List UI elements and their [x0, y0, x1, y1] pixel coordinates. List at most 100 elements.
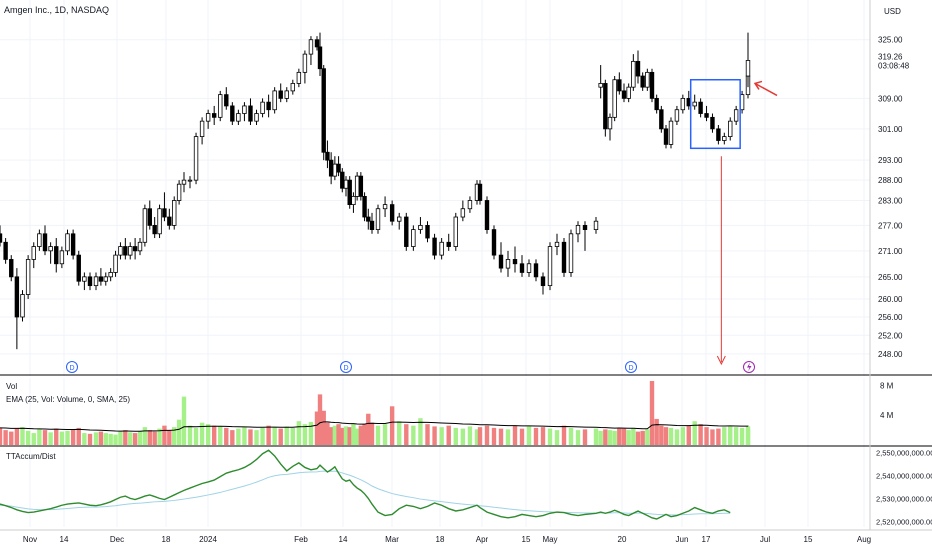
candle[interactable] [446, 241, 451, 247]
candle[interactable] [366, 216, 371, 222]
volume-bar[interactable] [631, 428, 636, 445]
volume-bar[interactable] [218, 426, 223, 445]
volume-bar[interactable] [42, 430, 48, 445]
volume-bar[interactable] [739, 427, 745, 445]
candle[interactable] [659, 109, 664, 130]
volume-bar[interactable] [358, 425, 364, 445]
candle[interactable] [113, 254, 118, 273]
volume-bar[interactable] [54, 428, 59, 445]
candle[interactable] [733, 109, 739, 122]
volume-bar[interactable] [31, 433, 36, 445]
candle[interactable] [42, 233, 48, 252]
candle[interactable] [382, 204, 388, 210]
volume-bar[interactable] [351, 423, 356, 445]
candle[interactable] [0, 233, 3, 243]
volume-bar[interactable] [612, 430, 617, 445]
candle[interactable] [439, 241, 444, 256]
volume-bar[interactable] [477, 427, 483, 445]
volume-bar[interactable] [375, 425, 381, 445]
volume-bar[interactable] [382, 424, 388, 445]
candle[interactable] [612, 79, 617, 118]
candle[interactable] [498, 254, 504, 269]
candle[interactable] [290, 83, 296, 92]
candle[interactable] [354, 175, 360, 197]
volume-bar[interactable] [332, 425, 338, 445]
volume-bar[interactable] [199, 422, 205, 445]
candle[interactable] [328, 159, 334, 177]
volume-bar[interactable] [582, 429, 588, 445]
volume-bar[interactable] [308, 421, 314, 445]
volume-bar[interactable] [722, 427, 727, 445]
volume-bar[interactable] [142, 427, 148, 445]
candle[interactable] [362, 195, 367, 218]
candle[interactable] [181, 179, 187, 185]
candle[interactable] [82, 276, 87, 282]
volume-bar[interactable] [167, 430, 172, 445]
candle[interactable] [533, 263, 539, 278]
candle[interactable] [598, 83, 603, 88]
candle[interactable] [554, 241, 560, 247]
candle[interactable] [484, 200, 490, 230]
candle[interactable] [336, 163, 341, 173]
volume-bar[interactable] [181, 396, 187, 445]
volume-bar[interactable] [369, 422, 375, 445]
candle[interactable] [674, 109, 680, 122]
volume-bar[interactable] [668, 427, 674, 445]
volume-bar[interactable] [439, 427, 444, 445]
candle[interactable] [321, 68, 326, 153]
volume-bar[interactable] [147, 430, 152, 445]
volume-bar[interactable] [93, 432, 99, 445]
candle[interactable] [187, 179, 193, 182]
volume-bar[interactable] [343, 426, 349, 445]
candle[interactable] [9, 259, 14, 278]
candle[interactable] [248, 105, 253, 122]
volume-bar[interactable] [540, 427, 546, 445]
volume-bar[interactable] [716, 428, 721, 445]
candle[interactable] [157, 208, 162, 235]
candle[interactable] [325, 151, 330, 161]
volume-bar[interactable] [474, 429, 480, 445]
candle[interactable] [272, 90, 277, 111]
candle[interactable] [25, 259, 31, 295]
volume-bar[interactable] [25, 430, 31, 445]
candle[interactable] [631, 60, 636, 88]
volume-bar[interactable] [411, 425, 416, 445]
volume-bar[interactable] [533, 427, 539, 445]
volume-bar[interactable] [336, 424, 341, 445]
candle[interactable] [123, 246, 128, 256]
candle[interactable] [132, 246, 138, 252]
volume-bar[interactable] [554, 430, 560, 445]
candle[interactable] [432, 237, 437, 256]
volume-bar[interactable] [519, 428, 525, 445]
candle[interactable] [108, 272, 113, 278]
volume-bar[interactable] [103, 433, 108, 445]
candle[interactable] [308, 39, 314, 55]
dividend-marker[interactable] [66, 361, 78, 373]
volume-bar[interactable] [284, 426, 289, 445]
candle[interactable] [425, 224, 430, 239]
volume-bar[interactable] [254, 430, 259, 445]
candle[interactable] [411, 229, 416, 247]
candle[interactable] [654, 97, 659, 111]
volume-bar[interactable] [418, 418, 423, 445]
candle[interactable] [547, 246, 553, 287]
candle[interactable] [70, 233, 76, 256]
volume-bar[interactable] [0, 427, 3, 445]
candle[interactable] [582, 224, 588, 230]
volume-bar[interactable] [248, 429, 253, 445]
candle[interactable] [193, 136, 199, 181]
volume-bar[interactable] [484, 425, 490, 445]
candle[interactable] [340, 171, 345, 189]
volume-bar[interactable] [230, 430, 235, 445]
candle[interactable] [314, 39, 320, 48]
candle[interactable] [645, 71, 650, 88]
volume-bar[interactable] [704, 427, 709, 445]
candle[interactable] [728, 120, 733, 138]
volume-bar[interactable] [65, 430, 70, 445]
candle[interactable] [224, 94, 229, 107]
volume-bar[interactable] [698, 424, 703, 445]
volume-bar[interactable] [76, 427, 81, 445]
volume-bar[interactable] [547, 428, 553, 445]
candle[interactable] [477, 183, 483, 201]
candle[interactable] [460, 208, 466, 218]
